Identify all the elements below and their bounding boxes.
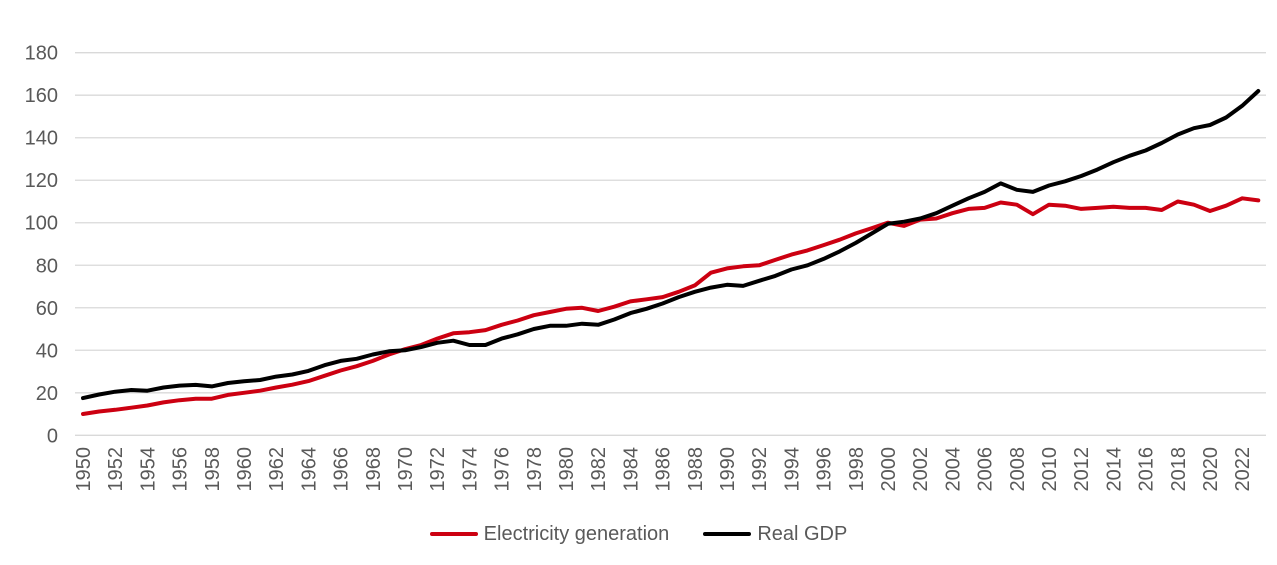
- x-axis-tick-label: 1952: [105, 447, 127, 492]
- x-axis-tick-label: 2016: [1136, 447, 1158, 492]
- electricity-legend-label: Electricity generation: [483, 523, 670, 545]
- electricity-generation-line: [81, 196, 1261, 416]
- real-gdp-line: [81, 89, 1261, 401]
- x-axis-tick-label: 1956: [170, 447, 192, 492]
- legend-item-electricity: Electricity generation: [429, 523, 670, 545]
- x-axis-tick-label: 1994: [781, 447, 803, 492]
- legend: Electricity generation Real GDP: [0, 519, 1277, 549]
- x-axis-tick-label: 2020: [1200, 447, 1222, 492]
- y-axis-tick-label: 120: [25, 170, 58, 192]
- x-axis-tick-label: 2012: [1071, 447, 1093, 492]
- y-axis-tick-label: 80: [36, 255, 58, 277]
- y-axis-tick-label: 20: [36, 383, 58, 405]
- x-axis-tick-label: 1968: [363, 447, 385, 492]
- y-axis-tick-label: 180: [25, 43, 58, 65]
- x-axis-tick-label: 2008: [1007, 447, 1029, 492]
- y-axis-tick-label: 140: [25, 128, 58, 150]
- x-axis-tick-label: 2018: [1168, 447, 1190, 492]
- x-axis-tick-label: 1998: [846, 447, 868, 492]
- x-axis-tick-label: 2010: [1039, 447, 1061, 492]
- x-axis-tick-label: 1992: [749, 447, 771, 492]
- x-axis-tick-label: 2002: [910, 447, 932, 492]
- x-axis-tick-label: 1974: [459, 447, 481, 492]
- x-axis-tick-label: 2022: [1232, 447, 1254, 492]
- x-axis-tick-label: 1950: [73, 447, 95, 492]
- x-axis-tick-label: 1960: [234, 447, 256, 492]
- x-axis-tick-label: 1982: [588, 447, 610, 492]
- x-axis-tick-label: 1988: [685, 447, 707, 492]
- real-gdp-line-swatch: [703, 531, 752, 537]
- y-axis-tick-label: 60: [36, 298, 58, 320]
- x-axis-tick-label: 2004: [942, 447, 964, 492]
- x-axis-tick-label: 1976: [492, 447, 514, 492]
- x-axis-tick-label: 2006: [975, 447, 997, 492]
- x-axis-tick-label: 1954: [137, 447, 159, 492]
- y-axis-tick-label: 0: [47, 425, 58, 447]
- real-gdp-legend-label: Real GDP: [757, 523, 848, 545]
- x-axis-tick-label: 1978: [524, 447, 546, 492]
- y-axis-tick-label: 100: [25, 213, 58, 235]
- electricity-line-swatch: [429, 531, 478, 537]
- x-axis-tick-label: 1964: [298, 447, 320, 492]
- x-axis-tick-label: 1958: [202, 447, 224, 492]
- legend-item-real-gdp: Real GDP: [703, 524, 847, 544]
- x-axis-tick-label: 1962: [266, 447, 288, 492]
- x-axis-tick-label: 1986: [653, 447, 675, 492]
- x-axis-tick-label: 1984: [620, 447, 642, 492]
- x-axis-tick-label: 1990: [717, 447, 739, 492]
- x-axis-tick-label: 1970: [395, 447, 417, 492]
- x-axis-tick-label: 1996: [814, 447, 836, 492]
- x-axis-tick-label: 1972: [427, 447, 449, 492]
- x-axis-tick-label: 1980: [556, 447, 578, 492]
- x-axis-tick-label: 2000: [878, 447, 900, 492]
- x-axis-tick-label: 2014: [1103, 447, 1125, 492]
- y-axis-tick-label: 40: [36, 340, 58, 362]
- y-axis-tick-label: 160: [25, 85, 58, 107]
- x-axis-tick-label: 1966: [331, 447, 353, 492]
